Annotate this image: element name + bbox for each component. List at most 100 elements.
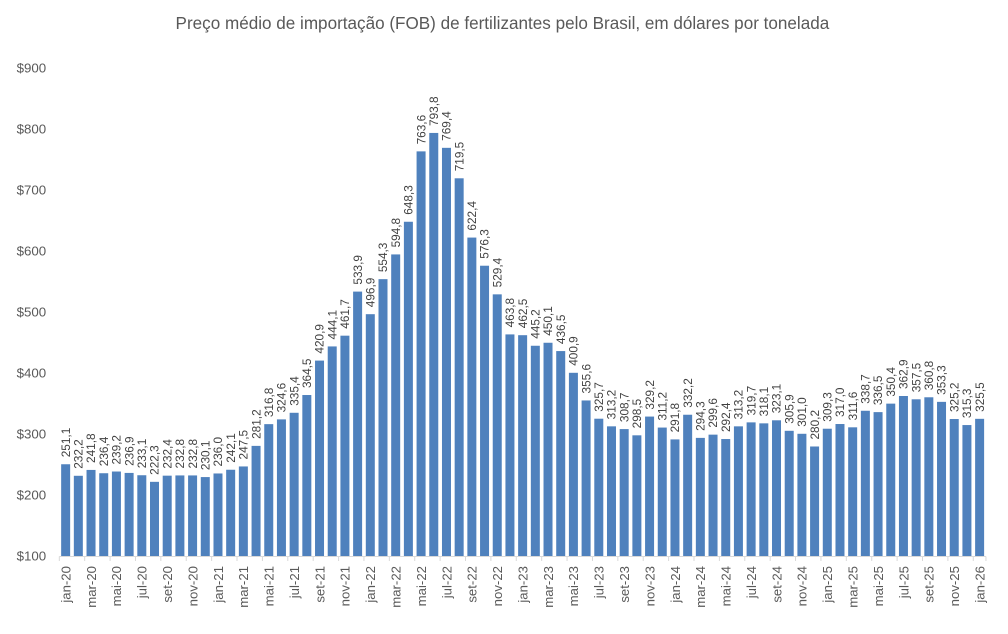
svg-text:313,2: 313,2 (732, 390, 746, 420)
svg-text:311,6: 311,6 (846, 391, 860, 420)
svg-text:jan-26: jan-26 (972, 566, 987, 604)
svg-text:316,8: 316,8 (262, 387, 276, 417)
svg-text:233,1: 233,1 (135, 439, 149, 469)
svg-text:301,0: 301,0 (795, 397, 809, 427)
svg-text:232,8: 232,8 (173, 438, 187, 468)
svg-text:357,5: 357,5 (909, 362, 923, 392)
svg-text:299,6: 299,6 (706, 398, 720, 428)
svg-text:436,5: 436,5 (554, 314, 568, 344)
svg-text:298,5: 298,5 (630, 398, 644, 428)
svg-text:622,4: 622,4 (465, 201, 479, 231)
svg-text:nov-21: nov-21 (338, 566, 353, 606)
svg-text:nov-20: nov-20 (185, 566, 200, 606)
svg-text:315,3: 315,3 (960, 388, 974, 418)
svg-text:445,2: 445,2 (529, 309, 543, 339)
svg-text:251,1: 251,1 (59, 428, 73, 458)
svg-text:jan-21: jan-21 (211, 566, 226, 604)
svg-text:355,6: 355,6 (579, 363, 593, 393)
svg-text:mar-20: mar-20 (84, 566, 99, 608)
svg-text:242,1: 242,1 (224, 433, 238, 463)
svg-text:292,4: 292,4 (719, 402, 733, 432)
svg-text:554,3: 554,3 (376, 242, 390, 272)
svg-text:nov-25: nov-25 (947, 566, 962, 606)
svg-text:241,8: 241,8 (84, 433, 98, 463)
svg-text:317,0: 317,0 (833, 387, 847, 417)
svg-text:jul-22: jul-22 (439, 566, 454, 599)
svg-text:313,2: 313,2 (605, 390, 619, 420)
svg-text:Preço médio de importação (FOB: Preço médio de importação (FOB) de ferti… (176, 14, 830, 33)
svg-text:232,4: 232,4 (160, 439, 174, 469)
svg-text:jul-21: jul-21 (287, 566, 302, 599)
svg-text:461,7: 461,7 (338, 299, 352, 329)
svg-text:309,3: 309,3 (820, 392, 834, 422)
svg-text:jul-20: jul-20 (135, 566, 150, 599)
svg-text:325,2: 325,2 (947, 382, 961, 412)
svg-text:set-23: set-23 (617, 566, 632, 603)
svg-text:325,5: 325,5 (973, 382, 987, 412)
svg-text:281,2: 281,2 (249, 409, 263, 439)
svg-text:mai-20: mai-20 (109, 566, 124, 606)
svg-text:jul-25: jul-25 (896, 566, 911, 599)
svg-text:324,6: 324,6 (275, 382, 289, 412)
svg-text:$900: $900 (17, 60, 47, 75)
svg-text:305,9: 305,9 (782, 394, 796, 424)
svg-text:308,7: 308,7 (617, 393, 631, 423)
svg-text:329,2: 329,2 (643, 380, 657, 410)
svg-text:nov-24: nov-24 (795, 566, 810, 606)
svg-text:594,8: 594,8 (389, 217, 403, 247)
svg-text:400,9: 400,9 (567, 336, 581, 366)
svg-text:nov-23: nov-23 (642, 566, 657, 606)
svg-text:set-20: set-20 (160, 566, 175, 603)
svg-text:mai-22: mai-22 (414, 566, 429, 606)
svg-text:325,7: 325,7 (592, 382, 606, 412)
svg-text:236,9: 236,9 (122, 436, 136, 466)
svg-text:$500: $500 (17, 305, 47, 320)
svg-text:280,2: 280,2 (808, 410, 822, 440)
svg-text:$600: $600 (17, 243, 47, 258)
svg-text:jan-24: jan-24 (668, 566, 683, 604)
svg-text:533,9: 533,9 (351, 255, 365, 285)
svg-text:338,7: 338,7 (859, 374, 873, 404)
svg-text:364,5: 364,5 (300, 358, 314, 388)
svg-text:239,2: 239,2 (110, 435, 124, 465)
svg-text:mar-22: mar-22 (388, 566, 403, 608)
svg-text:set-21: set-21 (312, 566, 327, 603)
svg-text:719,5: 719,5 (452, 141, 466, 171)
svg-text:222,3: 222,3 (148, 445, 162, 475)
svg-text:311,2: 311,2 (655, 392, 669, 421)
svg-text:793,8: 793,8 (427, 96, 441, 126)
svg-text:$700: $700 (17, 182, 47, 197)
svg-text:360,8: 360,8 (922, 360, 936, 390)
svg-text:335,4: 335,4 (287, 376, 301, 406)
svg-text:jan-23: jan-23 (515, 566, 530, 604)
svg-text:mar-21: mar-21 (236, 566, 251, 608)
svg-text:247,5: 247,5 (237, 429, 251, 459)
svg-text:232,8: 232,8 (186, 438, 200, 468)
svg-text:jul-23: jul-23 (592, 566, 607, 599)
svg-text:$800: $800 (17, 121, 47, 136)
svg-text:353,3: 353,3 (935, 365, 949, 395)
svg-text:236,4: 236,4 (97, 436, 111, 466)
svg-text:$200: $200 (17, 488, 47, 503)
svg-text:496,9: 496,9 (364, 278, 378, 308)
svg-text:350,4: 350,4 (884, 367, 898, 397)
svg-text:529,4: 529,4 (490, 257, 504, 287)
svg-text:232,2: 232,2 (72, 439, 86, 469)
svg-text:$300: $300 (17, 427, 47, 442)
svg-text:236,0: 236,0 (211, 437, 225, 467)
svg-text:mar-25: mar-25 (845, 566, 860, 608)
svg-text:332,2: 332,2 (681, 378, 695, 408)
svg-text:769,4: 769,4 (440, 111, 454, 141)
svg-text:mar-23: mar-23 (541, 566, 556, 608)
svg-text:jan-22: jan-22 (363, 566, 378, 604)
svg-text:576,3: 576,3 (478, 229, 492, 259)
svg-text:648,3: 648,3 (402, 185, 416, 215)
svg-text:$400: $400 (17, 366, 47, 381)
svg-text:jan-25: jan-25 (820, 566, 835, 604)
svg-text:mai-21: mai-21 (262, 566, 277, 606)
svg-text:463,8: 463,8 (503, 297, 517, 327)
svg-text:462,5: 462,5 (516, 298, 530, 328)
svg-text:mai-24: mai-24 (719, 566, 734, 606)
svg-text:294,3: 294,3 (694, 401, 708, 431)
svg-text:mai-23: mai-23 (566, 566, 581, 606)
